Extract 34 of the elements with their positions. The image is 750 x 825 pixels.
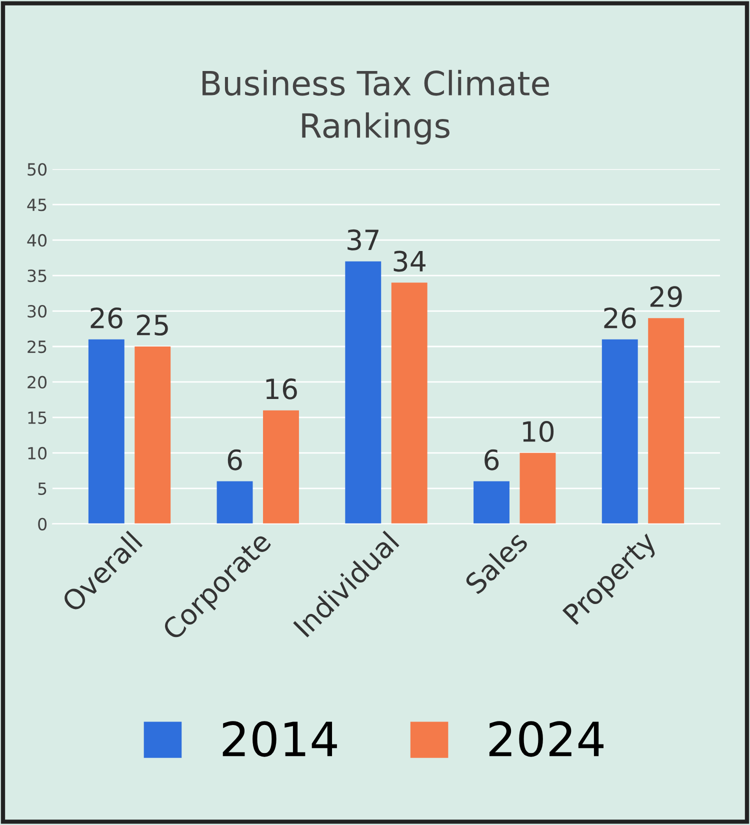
bar [88, 339, 124, 524]
data-label: 25 [136, 314, 168, 336]
bar [216, 481, 253, 524]
y-tick-label: 20 [28, 376, 47, 389]
data-label: 26 [604, 307, 636, 328]
y-tick-label: 15 [28, 412, 46, 424]
data-label: 10 [523, 420, 554, 442]
bar [520, 452, 556, 524]
data-label: 26 [90, 307, 122, 328]
bar [648, 318, 684, 524]
legend-label: 2024 [489, 721, 604, 757]
y-tick-label: 35 [28, 270, 46, 282]
y-tick-label: 30 [28, 304, 47, 318]
data-label: 16 [266, 378, 297, 400]
data-label: 34 [394, 250, 426, 272]
data-label: 37 [348, 229, 378, 250]
bar [474, 481, 510, 524]
legend-label: 2014 [222, 721, 337, 757]
y-tick-label: 45 [27, 198, 46, 212]
bar [263, 410, 299, 524]
bar [602, 339, 638, 524]
data-label: 6 [228, 449, 242, 470]
y-tick-label: 10 [28, 446, 47, 460]
bar [134, 346, 171, 524]
y-tick-label: 0 [38, 518, 47, 530]
y-tick-label: 5 [38, 482, 46, 495]
y-tick-label: 40 [27, 234, 47, 247]
y-tick-label: 50 [28, 163, 47, 176]
data-label: 29 [650, 286, 682, 308]
y-tick-label: 25 [28, 340, 46, 354]
chart-title: Business Tax Climate Rankings [202, 70, 549, 145]
data-label: 6 [484, 449, 499, 470]
bar [345, 261, 382, 524]
bar [391, 282, 428, 524]
